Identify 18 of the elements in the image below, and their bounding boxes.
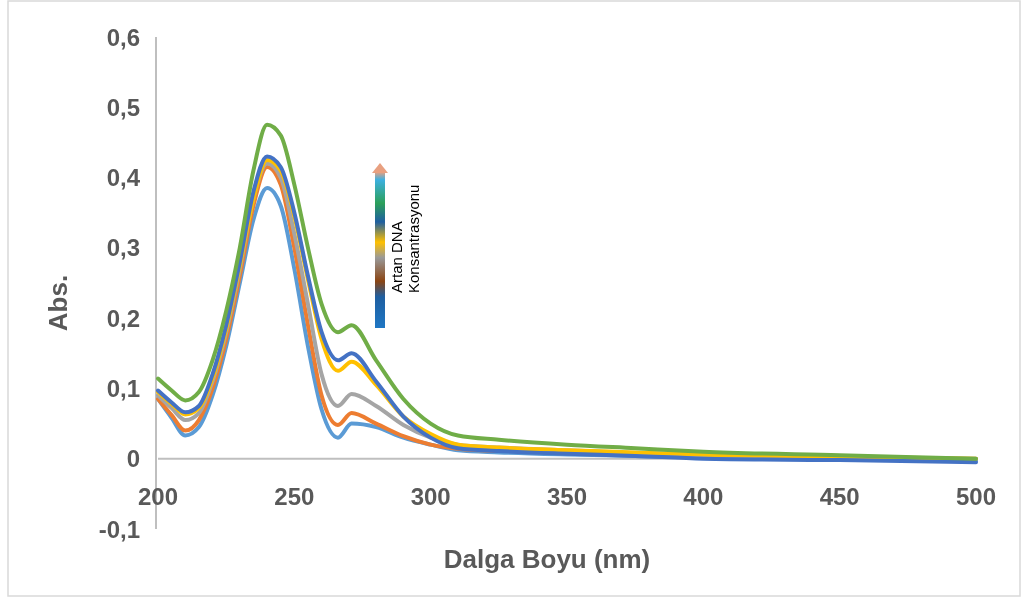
x-tick-label: 300: [410, 483, 451, 511]
y-tick-label: 0,3: [106, 234, 140, 262]
x-tick-label: 400: [683, 483, 724, 511]
annotation: Artan DNA Konsantrasyonu: [388, 184, 422, 293]
y-tick-label: 0,6: [106, 23, 140, 51]
y-tick-label: 0,1: [106, 374, 140, 402]
x-tick-label: 500: [955, 483, 997, 511]
y-tick-label: 0,5: [106, 93, 140, 121]
y-tick-label: 0,4: [106, 164, 141, 192]
x-tick-label: 250: [274, 483, 315, 511]
x-tick-label: 350: [546, 483, 588, 511]
x-tick-label: 200: [137, 483, 179, 511]
x-axis-title: Dalga Boyu (nm): [443, 544, 651, 574]
y-tick-label: -0,1: [98, 515, 140, 543]
y-tick-label: 0: [126, 445, 140, 473]
x-tick-label: 450: [819, 483, 860, 511]
y-axis-title: Abs.: [43, 274, 73, 332]
y-tick-label: 0,2: [106, 304, 140, 332]
